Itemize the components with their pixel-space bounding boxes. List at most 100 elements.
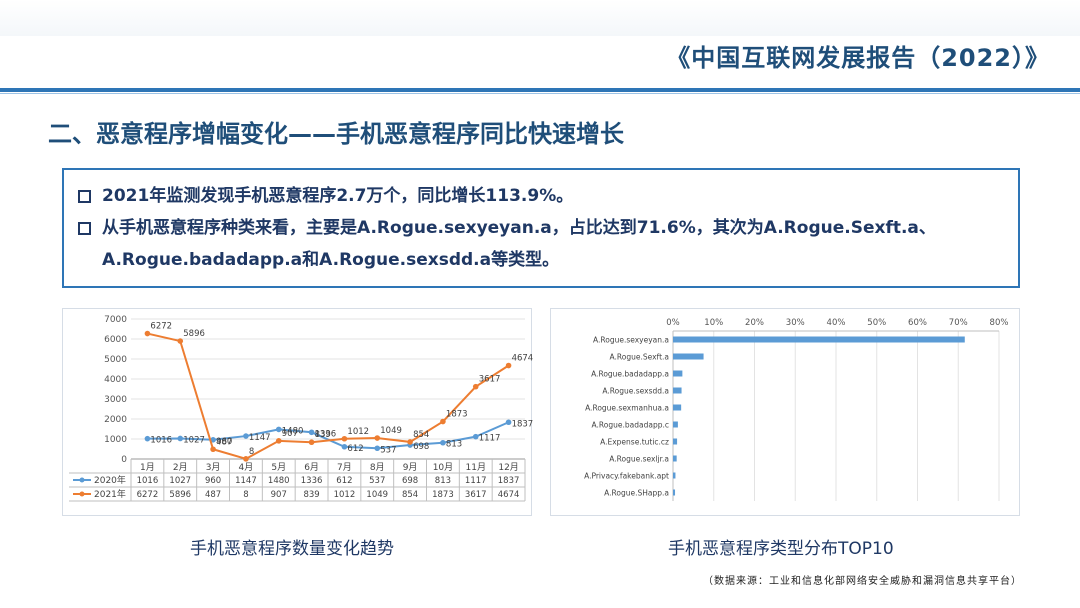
category-label: A.Rogue.badadapp.c [592, 421, 669, 430]
data-label: 1012 [347, 427, 369, 437]
data-point [341, 443, 348, 450]
top-band [0, 0, 1080, 36]
data-point [374, 435, 381, 441]
data-label: 1117 [479, 434, 501, 444]
legend-marker [79, 477, 85, 483]
y-tick-label: 4000 [104, 375, 127, 385]
series-line [147, 332, 510, 460]
bar-chart-caption: 手机恶意程序类型分布TOP10 [668, 539, 894, 559]
x-tick-label: 30% [786, 318, 805, 328]
table-cell-value: 487 [205, 490, 221, 500]
data-label: 1480 [282, 426, 304, 436]
y-tick-label: 7000 [104, 315, 127, 325]
data-label: 1016 [150, 436, 172, 446]
data-label: 6272 [150, 322, 172, 332]
data-point [275, 426, 282, 433]
data-label: 8 [249, 447, 254, 457]
data-source-note: （数据来源：工业和信息化部网络安全威胁和漏洞信息共享平台） [703, 576, 1022, 587]
legend-marker [79, 491, 85, 497]
x-tick-label: 11月 [466, 462, 486, 473]
y-tick-label: 1000 [104, 435, 127, 445]
data-label: 1049 [380, 426, 402, 436]
line-chart: 0 1000 2000 3000 4000 5000 6000 7000 1月 2月 3月 4月 5月 6… [69, 315, 533, 502]
bar [673, 489, 676, 496]
data-point [341, 435, 348, 442]
x-tick-label: 8月 [370, 462, 385, 473]
x-tick-label: 0% [666, 318, 680, 328]
data-point [374, 445, 381, 452]
y-tick-label: 5000 [104, 355, 127, 365]
x-tick-label: 5月 [271, 462, 286, 473]
data-label: 5896 [183, 329, 205, 339]
square-bullet-icon [78, 222, 91, 235]
bar [673, 438, 678, 445]
category-label: A.Rogue.sexyeyan.a [593, 336, 669, 345]
legend-label: 2021年 [94, 488, 126, 500]
table-cell-value: 698 [402, 476, 418, 486]
data-point [177, 338, 184, 344]
bar [673, 370, 683, 377]
y-tick-label: 3000 [104, 395, 127, 405]
data-point [243, 433, 249, 439]
y-tick-label: 2000 [104, 415, 127, 425]
table-cell-value: 1012 [334, 490, 356, 500]
data-label: 612 [347, 444, 363, 454]
summary-text-1: 2021年监测发现手机恶意程序2.7万个，同比增长113.9%。 [102, 186, 574, 206]
data-point [210, 437, 216, 443]
bar [673, 421, 678, 428]
x-tick-label: 10% [704, 318, 723, 328]
table-cell-value: 1027 [169, 476, 191, 486]
table-cell-value: 813 [435, 476, 451, 486]
data-point [505, 419, 512, 426]
data-label: 813 [446, 440, 462, 450]
report-title: 《中国互联网发展报告（2022）》 [666, 44, 1050, 72]
x-tick-label: 40% [827, 318, 846, 328]
data-label: 1336 [315, 429, 337, 439]
summary-text-2: 从手机恶意程序种类来看，主要是A.Rogue.sexyeyan.a，占比达到71… [102, 218, 936, 238]
header-divider [0, 88, 1080, 92]
table-cell-value: 4674 [498, 490, 520, 500]
summary-bullet-1: 2021年监测发现手机恶意程序2.7万个，同比增长113.9%。 [78, 180, 1004, 212]
data-point [440, 439, 446, 446]
table-cell-value: 6272 [137, 490, 159, 500]
x-tick-label: 50% [867, 318, 886, 328]
x-tick-label: 4月 [239, 462, 254, 473]
data-point [440, 418, 446, 425]
data-point [505, 362, 512, 369]
data-label: 698 [413, 442, 429, 452]
data-label: 960 [216, 437, 232, 447]
legend-label: 2020年 [94, 474, 126, 486]
data-point [472, 433, 479, 440]
data-point [275, 438, 282, 444]
bar [673, 472, 676, 479]
table-cell-value: 1873 [432, 490, 454, 500]
bar [673, 387, 682, 394]
data-point [407, 439, 413, 445]
table-cell-value: 1837 [498, 476, 520, 486]
x-tick-label: 20% [745, 318, 764, 328]
section-title: 二、恶意程序增幅变化——手机恶意程序同比快速增长 [48, 120, 624, 148]
table-cell-value: 612 [336, 476, 352, 486]
y-tick-label: 0 [121, 455, 127, 465]
table-cell-value: 5896 [169, 490, 191, 500]
data-point [308, 429, 315, 436]
data-point [210, 446, 216, 453]
category-label: A.Expense.tutic.cz [600, 438, 669, 447]
summary-text-3: A.Rogue.badadapp.a和A.Rogue.sexsdd.a等类型。 [102, 250, 560, 270]
table-cell-value: 8 [243, 490, 248, 500]
x-tick-label: 12月 [498, 462, 518, 473]
x-tick-label: 9月 [403, 462, 418, 473]
category-label: A.Rogue.sexljr.a [609, 455, 669, 464]
x-tick-label: 70% [949, 318, 968, 328]
data-label: 1873 [446, 410, 468, 420]
category-label: A.Rogue.sexmanhua.a [585, 404, 669, 413]
table-cell-value: 907 [271, 490, 287, 500]
line-chart-caption: 手机恶意程序数量变化趋势 [190, 539, 394, 559]
category-label: A.Rogue.badadapp.a [591, 370, 669, 379]
x-tick-label: 1月 [140, 462, 155, 473]
summary-box: 2021年监测发现手机恶意程序2.7万个，同比增长113.9%。 从手机恶意程序… [62, 168, 1020, 288]
data-point [243, 456, 249, 462]
category-label: A.Rogue.sexsdd.a [602, 387, 669, 396]
data-label: 907 [282, 429, 298, 439]
table-cell-value: 960 [205, 476, 221, 486]
